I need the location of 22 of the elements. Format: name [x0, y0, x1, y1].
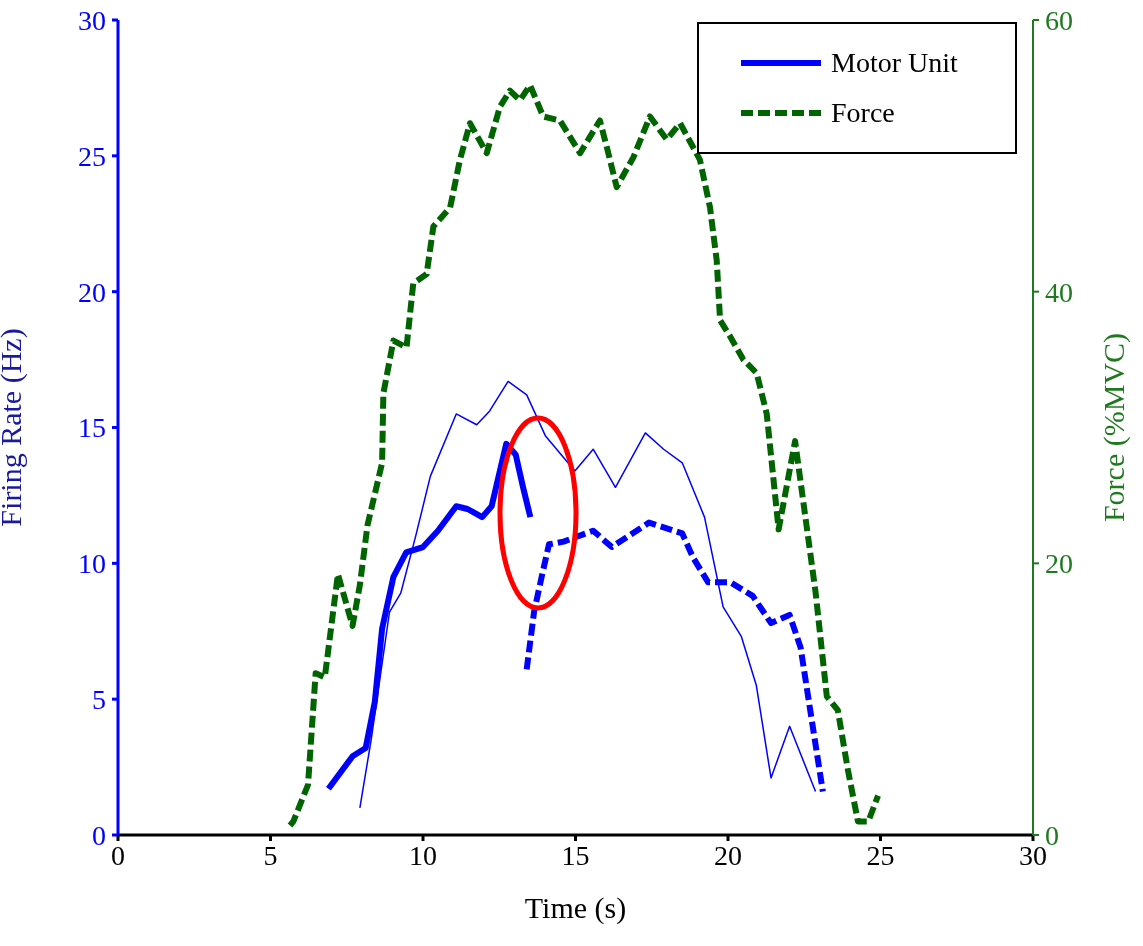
- x-tick-label: 20: [714, 839, 742, 871]
- y-tick-label: 25: [78, 140, 106, 172]
- x-tick-label: 15: [561, 839, 590, 871]
- y2-tick-label: 0: [1045, 819, 1059, 851]
- x-tick-label: 5: [263, 839, 278, 871]
- y-tick-label: 20: [78, 276, 106, 308]
- x-axis-title: Time (s): [524, 891, 627, 925]
- y2-tick-label: 60: [1045, 4, 1073, 36]
- x-tick-label: 10: [409, 839, 437, 871]
- x-tick-label: 30: [1019, 839, 1047, 871]
- y-tick-label: 0: [92, 819, 106, 851]
- y-tick-label: 5: [92, 684, 106, 716]
- x-tick-label: 25: [866, 839, 895, 871]
- y-tick-label: 15: [78, 412, 106, 444]
- y2-axis-title: Force (%MVC): [1096, 332, 1131, 523]
- legend-label: Force: [831, 97, 895, 129]
- y-tick-label: 10: [78, 548, 106, 580]
- legend-label: Motor Unit: [831, 47, 958, 79]
- y2-tick-label: 20: [1045, 548, 1073, 580]
- y-tick-label: 30: [78, 4, 106, 36]
- y-axis-title: Firing Rate (Hz): [0, 328, 28, 527]
- y2-tick-label: 40: [1045, 276, 1073, 308]
